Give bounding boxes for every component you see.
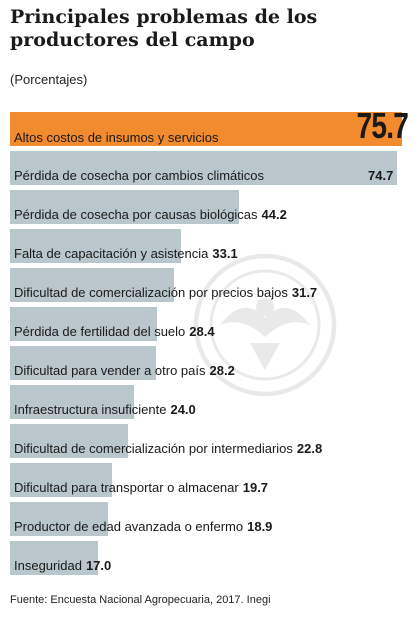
bar-value-label: 31.7 — [291, 285, 318, 300]
bar-value-label: 17.0 — [85, 558, 112, 573]
bar — [10, 151, 397, 185]
bar-label: Pérdida de cosecha por cambios climático… — [14, 168, 265, 183]
bar-value-label: 19.7 — [242, 480, 269, 495]
bar-label: Pérdida de fertilidad del suelo 28.4 — [14, 322, 215, 342]
bar — [10, 229, 181, 263]
bar-category-text: Pérdida de cosecha por causas biológicas — [14, 207, 258, 222]
bar-category-text: Falta de capacitación y asistencia — [14, 246, 209, 261]
bar-label: Dificultad para vender a otro país 28.2 — [14, 361, 235, 381]
bar-value-label: 22.8 — [296, 441, 323, 456]
chart-subtitle: (Porcentajes) — [10, 72, 88, 87]
chart-title: Principales problemas de los productores… — [10, 6, 318, 51]
source-note: Fuente: Encuesta Nacional Agropecuaria, … — [10, 594, 271, 606]
bar-label: Infraestructura insuficiente 24.0 — [14, 400, 196, 420]
bar — [10, 112, 402, 146]
bar — [10, 385, 134, 419]
bar-label: Dificultad para transportar o almacenar 1… — [14, 478, 268, 498]
bar — [10, 307, 157, 341]
bar — [10, 190, 239, 224]
bar-label: Altos costos de insumos y servicios — [14, 130, 219, 145]
bar — [10, 346, 156, 380]
bar — [10, 424, 128, 458]
bar — [10, 268, 174, 302]
bar-label: Dificultad de comercialización por preci… — [14, 283, 317, 303]
bar-category-text: Inseguridad — [14, 558, 82, 573]
bar-category-text: Dificultad para vender a otro país — [14, 363, 206, 378]
bar-value-label: 24.0 — [170, 402, 196, 417]
bar — [10, 502, 108, 536]
bar-label: Falta de capacitación y asistencia 33.1 — [14, 244, 238, 264]
bar-value-label: 44.2 — [261, 207, 287, 222]
bar-label: Pérdida de cosecha por causas biológicas… — [14, 205, 287, 225]
bar — [10, 463, 112, 497]
bar-category-text: Productor de edad avanzada o enfermo — [14, 519, 244, 534]
bar-category-text: Pérdida de fertilidad del suelo — [14, 324, 186, 339]
bar-category-text: Dificultad para transportar o almacenar — [14, 480, 239, 495]
bar-value-label: 75.7 — [356, 105, 408, 146]
bar — [10, 541, 98, 575]
bar-label: Productor de edad avanzada o enfermo 18.9 — [14, 517, 272, 537]
bar-category-text: Dificultad de comercialización por inter… — [14, 441, 293, 456]
bar-value-label: 28.2 — [209, 363, 235, 378]
bar-value-label: 28.4 — [189, 324, 215, 339]
bar-value-label: 74.7 — [368, 168, 394, 183]
bar-value-label: 33.1 — [212, 246, 238, 261]
bar-label: Inseguridad 17.0 — [14, 556, 111, 576]
bar-label: Dificultad de comercialización por inter… — [14, 439, 322, 459]
bar-category-text: Infraestructura insuficiente — [14, 402, 167, 417]
bar-value-label: 18.9 — [247, 519, 273, 534]
bar-category-text: Dificultad de comercialización por preci… — [14, 285, 288, 300]
